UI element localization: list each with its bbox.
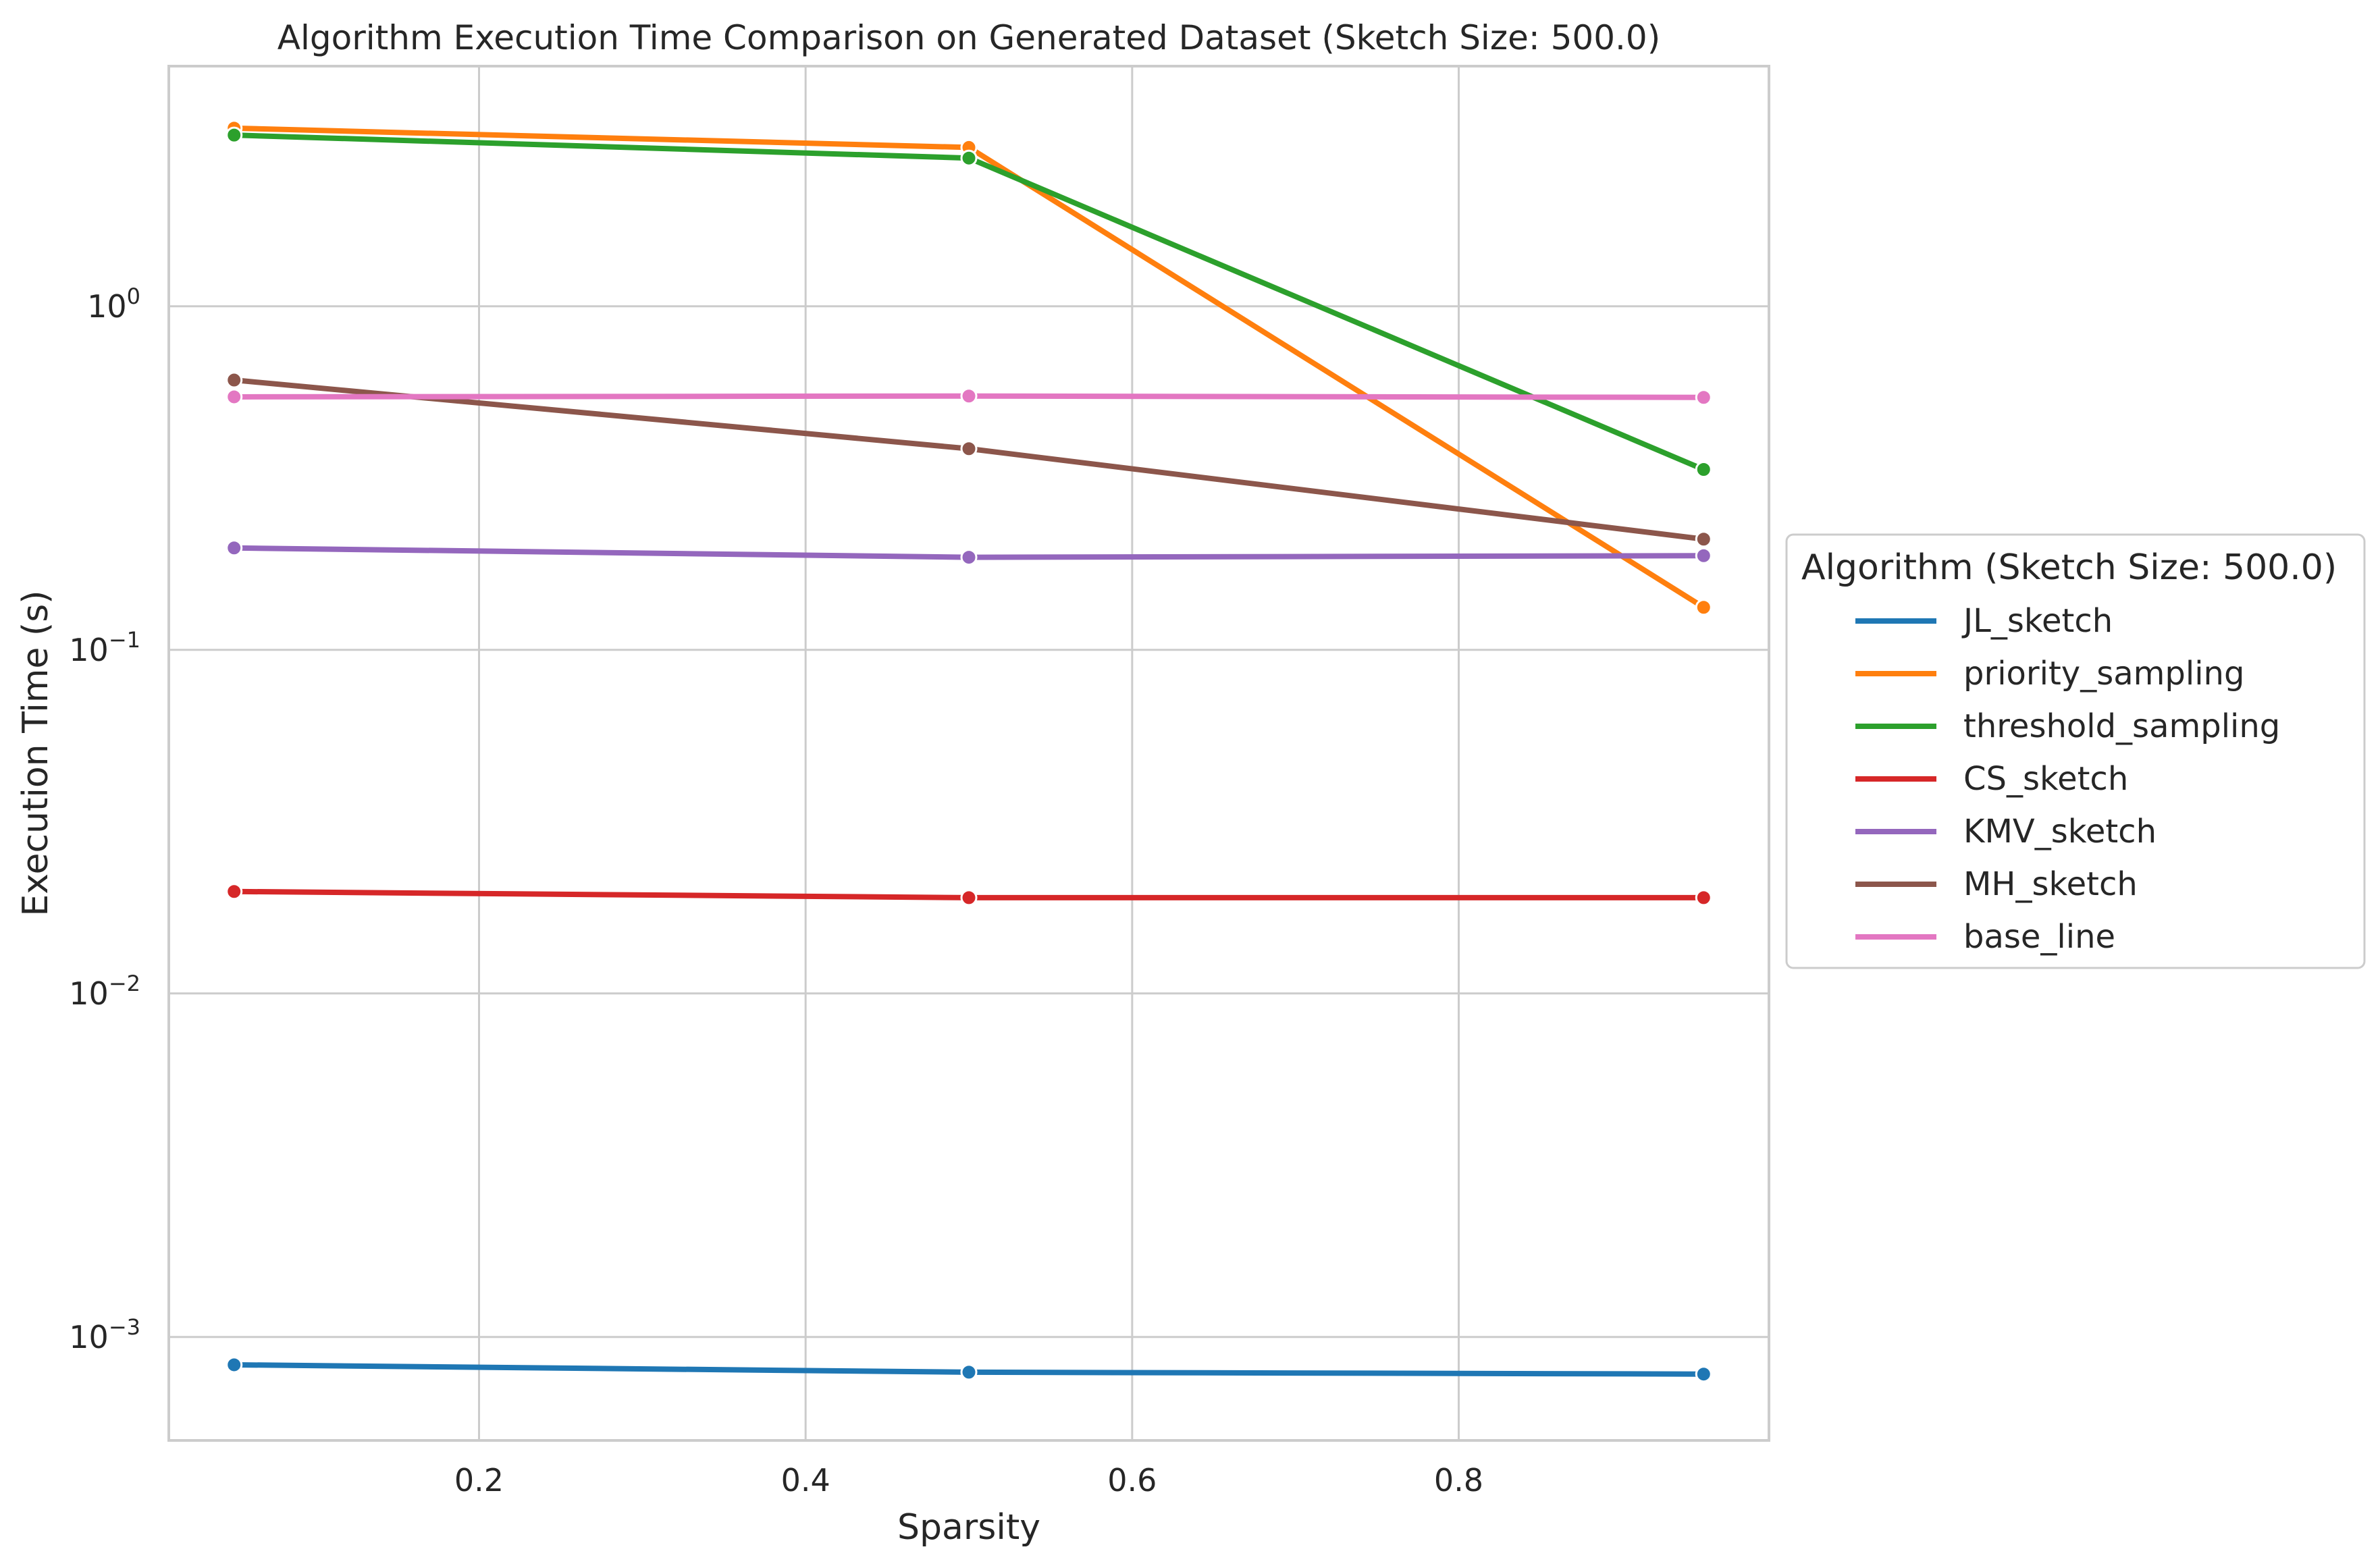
data-point-MH_sketch — [960, 440, 978, 458]
y-tick-exponent: −2 — [109, 971, 140, 996]
y-tick-label: 10−1 — [69, 627, 140, 668]
data-point-KMV_sketch — [960, 549, 978, 566]
y-tick-base: 10 — [69, 632, 109, 668]
legend-label-KMV_sketch: KMV_sketch — [1963, 813, 2157, 850]
y-tick-exponent: −3 — [109, 1314, 140, 1340]
legend-label-CS_sketch: CS_sketch — [1963, 760, 2128, 798]
data-point-CS_sketch — [1695, 889, 1712, 907]
x-axis-label: Sparsity — [897, 1507, 1040, 1548]
data-point-threshold_sampling — [960, 149, 978, 167]
y-tick-label: 10−2 — [69, 971, 140, 1012]
y-tick-exponent: −1 — [109, 627, 140, 653]
data-point-KMV_sketch — [226, 539, 243, 557]
data-point-KMV_sketch — [1695, 547, 1712, 564]
y-tick-base: 10 — [69, 1319, 109, 1355]
data-point-MH_sketch — [1695, 531, 1712, 548]
data-point-JL_sketch — [1695, 1366, 1712, 1383]
legend-title: Algorithm (Sketch Size: 500.0) — [1801, 547, 2337, 588]
legend-label-priority_sampling: priority_sampling — [1963, 655, 2244, 693]
x-tick-label: 0.6 — [1107, 1462, 1157, 1498]
data-point-CS_sketch — [960, 889, 978, 907]
y-tick-label: 10−3 — [69, 1314, 140, 1355]
data-point-base_line — [226, 388, 243, 406]
legend-label-MH_sketch: MH_sketch — [1963, 865, 2138, 903]
y-tick-label: 100 — [87, 283, 140, 325]
legend: Algorithm (Sketch Size: 500.0) JL_sketch… — [1785, 533, 2366, 969]
data-point-base_line — [960, 387, 978, 405]
data-point-MH_sketch — [226, 371, 243, 389]
chart-title: Algorithm Execution Time Comparison on G… — [277, 18, 1660, 57]
y-tick-base: 10 — [69, 975, 109, 1012]
legend-label-threshold_sampling: threshold_sampling — [1963, 707, 2280, 745]
data-point-CS_sketch — [226, 883, 243, 900]
data-point-priority_sampling — [1695, 599, 1712, 616]
legend-frame — [1785, 533, 2366, 969]
series-line-threshold_sampling — [231, 132, 1707, 472]
x-axis-ticks: 0.2 0.4 0.6 0.8 — [454, 1462, 1483, 1498]
data-point-JL_sketch — [960, 1363, 978, 1381]
series-line-priority_sampling — [231, 125, 1707, 610]
grid — [169, 66, 1769, 1440]
x-tick-label: 0.4 — [781, 1462, 830, 1498]
data-point-base_line — [1695, 389, 1712, 406]
y-tick-exponent: 0 — [127, 283, 140, 309]
data-point-threshold_sampling — [226, 126, 243, 144]
data-point-threshold_sampling — [1695, 461, 1712, 479]
plot-frame — [167, 65, 1770, 1442]
data-point-JL_sketch — [226, 1356, 243, 1374]
y-tick-base: 10 — [87, 288, 127, 325]
y-axis-label: Execution Time (s) — [16, 590, 56, 916]
x-tick-label: 0.8 — [1434, 1462, 1483, 1498]
series-lines — [231, 125, 1707, 1377]
legend-label-base_line: base_line — [1963, 918, 2115, 956]
x-tick-label: 0.2 — [454, 1462, 504, 1498]
series-markers — [226, 119, 1712, 1383]
legend-items: JL_sketch priority_sampling threshold_samp… — [1855, 602, 2280, 956]
legend-label-JL_sketch: JL_sketch — [1961, 602, 2113, 640]
